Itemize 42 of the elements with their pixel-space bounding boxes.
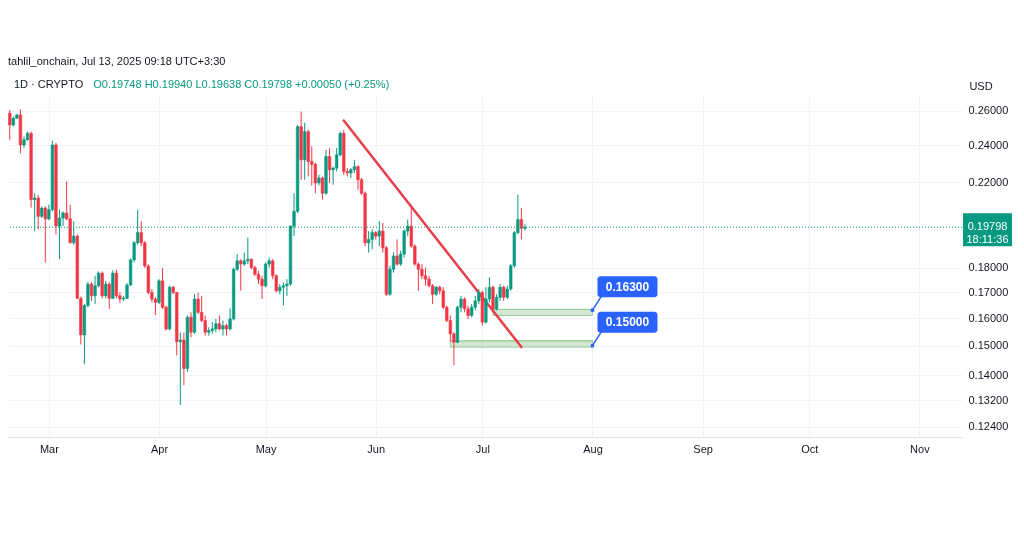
candlestick <box>22 135 26 149</box>
annotation: 0.16300 <box>605 279 650 294</box>
chart-title: 1D · CRYPTO <box>14 78 84 90</box>
x-tick-label: Jun <box>367 442 386 455</box>
y-tick-label: 0.17000 <box>968 285 1009 298</box>
y-tick-label: 0.26000 <box>968 104 1009 117</box>
candlestick <box>356 164 360 191</box>
x-tick-label: Jul <box>475 442 490 455</box>
x-tick-label: Sep <box>693 442 713 455</box>
y-tick-label: 0.12400 <box>968 420 1009 433</box>
x-tick-label: Apr <box>150 442 169 455</box>
chart-subtitle: O0.19748 H0.19940 L0.19638 C0.19798 +0.00050 (+0.25%) <box>93 78 390 90</box>
candlestick <box>93 275 97 305</box>
candlestick <box>370 228 374 250</box>
y-tick-label: 0.14000 <box>968 368 1009 381</box>
y-tick-label: 0.22000 <box>968 175 1009 188</box>
x-tick-label: Nov <box>910 442 931 455</box>
y-tick-label: 0.13200 <box>968 393 1009 406</box>
candlestick <box>239 258 243 292</box>
y-tick-label: 0.24000 <box>968 138 1009 151</box>
y-tick-label: 0.16000 <box>968 311 1009 324</box>
x-tick-label: Mar <box>39 442 60 455</box>
y-axis-title: USD <box>969 80 993 92</box>
candlestick <box>214 318 218 333</box>
candlestick <box>264 261 268 288</box>
candlestick <box>68 204 72 244</box>
y-tick-label: 0.18000 <box>968 261 1009 274</box>
candlestick <box>260 275 264 300</box>
ref-line-label: 0.19798 18:11:36 <box>966 220 1009 246</box>
candlestick <box>395 238 399 267</box>
annotation: 0.15000 <box>605 315 650 330</box>
candlestick <box>157 278 161 305</box>
x-tick-label: Aug <box>583 442 603 455</box>
candlestick <box>189 311 193 338</box>
candlestick <box>178 332 182 406</box>
x-tick-label: Oct <box>801 442 819 455</box>
candlestick <box>491 285 495 313</box>
text: tahlil_onchain, Jul 13, 2025 09:18 UTC+3:30 <box>8 55 226 67</box>
candlestick <box>89 281 94 302</box>
candlestick <box>367 230 371 253</box>
y-tick-label: 0.15000 <box>968 339 1009 352</box>
x-tick-label: May <box>255 442 277 455</box>
